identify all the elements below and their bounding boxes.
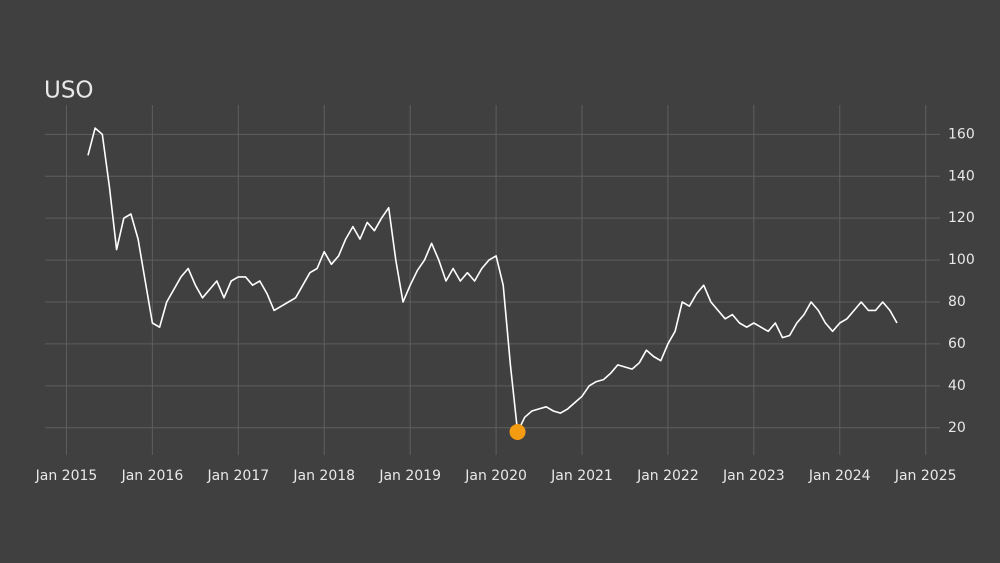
- y-tick-label: 80: [948, 294, 966, 310]
- y-tick-label: 20: [948, 420, 966, 436]
- x-tick-label: Jan 2024: [808, 468, 871, 484]
- y-tick-label: 40: [948, 378, 966, 394]
- x-tick-label: Jan 2018: [292, 468, 355, 484]
- y-tick-label: 160: [948, 126, 975, 142]
- highlight-point: [509, 423, 526, 440]
- y-tick-label: 140: [948, 168, 975, 184]
- y-tick-label: 60: [948, 336, 966, 352]
- x-tick-label: Jan 2021: [550, 468, 613, 484]
- x-tick-label: Jan 2025: [894, 468, 957, 484]
- x-tick-label: Jan 2017: [206, 468, 269, 484]
- x-tick-label: Jan 2023: [722, 468, 785, 484]
- x-tick-label: Jan 2016: [121, 468, 184, 484]
- x-tick-label: Jan 2022: [636, 468, 699, 484]
- chart-title: USO: [44, 78, 94, 104]
- x-tick-label: Jan 2015: [35, 468, 98, 484]
- y-tick-label: 100: [948, 252, 975, 268]
- x-tick-label: Jan 2019: [378, 468, 441, 484]
- price-line: [87, 127, 898, 433]
- x-tick-label: Jan 2020: [464, 468, 527, 484]
- y-tick-label: 120: [948, 210, 975, 226]
